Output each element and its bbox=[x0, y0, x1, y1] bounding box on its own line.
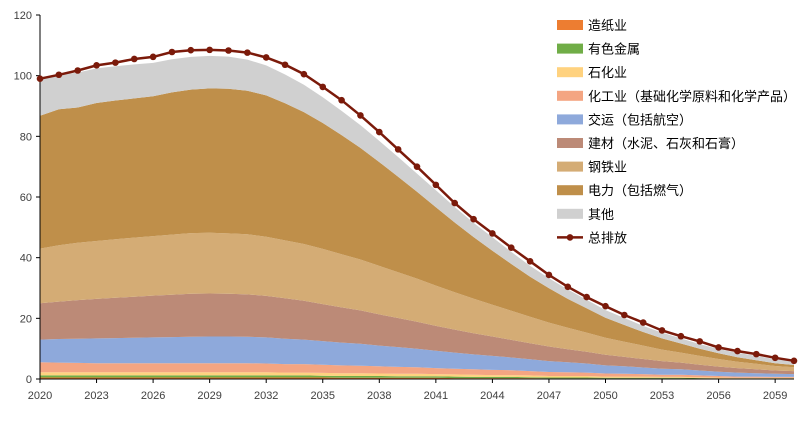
area-series-2 bbox=[40, 372, 794, 379]
stacked-areas bbox=[40, 55, 794, 379]
total-line-point bbox=[168, 48, 176, 56]
area-series-4 bbox=[40, 336, 794, 377]
total-line-point bbox=[451, 199, 459, 207]
total-line-point bbox=[149, 53, 157, 61]
total-line-point bbox=[376, 128, 383, 136]
y-tick-label: 20 bbox=[20, 313, 32, 325]
total-line-point bbox=[545, 271, 553, 279]
total-line-point bbox=[715, 344, 722, 351]
legend-swatch bbox=[557, 20, 583, 30]
legend-line-marker bbox=[566, 234, 574, 241]
area-series-8 bbox=[40, 55, 794, 366]
legend-label: 化工业（基础化学原料和化学产品） bbox=[588, 89, 796, 105]
legend-label: 建材（水泥、石灰和石膏） bbox=[588, 136, 744, 152]
legend-swatch bbox=[557, 138, 583, 148]
total-line-point bbox=[262, 54, 270, 61]
total-line-point bbox=[790, 357, 798, 365]
y-tick-label: 0 bbox=[26, 374, 32, 386]
y-tick-label: 40 bbox=[20, 253, 32, 265]
total-line-point bbox=[130, 55, 138, 63]
x-tick-label: 2041 bbox=[424, 390, 448, 402]
x-tick-label: 2035 bbox=[311, 390, 335, 402]
area-series-1 bbox=[40, 375, 794, 379]
total-emission-line bbox=[36, 46, 798, 365]
total-line-point bbox=[300, 70, 308, 78]
x-tick-label: 2038 bbox=[367, 390, 391, 402]
total-line-point bbox=[602, 302, 609, 310]
area-series-7 bbox=[40, 88, 794, 368]
x-tick-label: 2050 bbox=[593, 390, 617, 402]
total-line-point bbox=[771, 354, 779, 362]
legend-label: 电力（包括燃气） bbox=[588, 183, 692, 199]
total-line-point bbox=[639, 319, 647, 326]
x-tick-label: 2059 bbox=[763, 390, 787, 402]
total-line-point bbox=[394, 146, 402, 153]
total-line-point bbox=[187, 46, 195, 54]
legend-swatch bbox=[557, 185, 583, 196]
total-line-point bbox=[658, 327, 666, 334]
legend-label: 有色金属 bbox=[588, 42, 640, 58]
x-tick-label: 2029 bbox=[197, 390, 221, 402]
total-line-point bbox=[432, 181, 440, 189]
total-line-point bbox=[583, 293, 590, 301]
x-tick-label: 2056 bbox=[706, 390, 730, 402]
total-line-point bbox=[36, 75, 44, 82]
total-line-point bbox=[564, 283, 572, 291]
total-line-point bbox=[319, 83, 327, 91]
total-line-point bbox=[338, 96, 345, 104]
area-series-5 bbox=[40, 293, 794, 375]
total-line-point bbox=[734, 347, 741, 355]
area-series-6 bbox=[40, 232, 794, 372]
legend-swatch bbox=[557, 114, 583, 125]
legend-swatch bbox=[557, 43, 583, 54]
total-line-point bbox=[225, 47, 232, 54]
total-line-point bbox=[621, 311, 628, 319]
x-tick-label: 2044 bbox=[480, 390, 504, 402]
total-line-point bbox=[206, 46, 213, 54]
legend-label: 钢铁业 bbox=[588, 161, 627, 176]
total-line-point bbox=[696, 338, 704, 345]
x-tick-label: 2047 bbox=[537, 390, 561, 402]
x-tick-label: 2053 bbox=[650, 390, 674, 402]
total-line-point bbox=[244, 49, 251, 56]
total-line-point bbox=[112, 59, 119, 66]
total-line-point bbox=[55, 71, 63, 79]
total-line-point bbox=[677, 332, 685, 340]
y-tick-label: 120 bbox=[14, 10, 32, 22]
axes: 0 20 40 60 80 100 120 2020 2023 2026 2029 2032 2035 2… bbox=[14, 10, 794, 402]
y-tick-label: 100 bbox=[14, 71, 32, 83]
y-tick-label: 60 bbox=[20, 192, 32, 204]
x-tick-label: 2032 bbox=[254, 390, 278, 402]
x-tick-label: 2026 bbox=[141, 390, 165, 402]
total-line-point bbox=[93, 62, 100, 69]
total-line-point bbox=[489, 230, 496, 237]
area-series-3 bbox=[40, 362, 794, 378]
legend-label: 其他 bbox=[588, 208, 614, 223]
y-tick-label: 80 bbox=[20, 131, 32, 143]
total-line-point bbox=[470, 215, 477, 223]
total-line-point bbox=[281, 61, 289, 69]
x-tick-label: 2023 bbox=[84, 390, 108, 402]
x-tick-label: 2020 bbox=[28, 390, 52, 402]
legend-label: 交运（包括航空） bbox=[588, 112, 692, 128]
total-line-point bbox=[753, 350, 760, 358]
total-line-point bbox=[507, 244, 515, 251]
total-line-point bbox=[413, 163, 421, 170]
legend-swatch bbox=[557, 90, 583, 101]
legend-label: 总排放 bbox=[588, 231, 627, 246]
legend-label: 石化业 bbox=[588, 66, 627, 81]
legend-swatch bbox=[557, 67, 583, 78]
total-line-point bbox=[74, 67, 81, 74]
total-line-point bbox=[526, 258, 534, 265]
total-line-point bbox=[357, 112, 364, 119]
legend-label: 造纸业 bbox=[588, 19, 627, 34]
legend-swatch bbox=[557, 161, 583, 172]
legend-swatch bbox=[557, 208, 583, 219]
